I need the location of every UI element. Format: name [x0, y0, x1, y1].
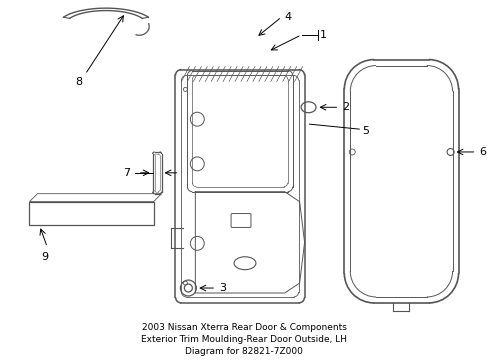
- Text: 7: 7: [122, 168, 130, 178]
- Text: 5: 5: [362, 126, 368, 136]
- Text: 9: 9: [41, 252, 48, 262]
- Text: 6: 6: [478, 147, 486, 157]
- Text: 1: 1: [319, 30, 326, 40]
- Text: 2: 2: [342, 102, 349, 112]
- Text: 8: 8: [76, 77, 82, 87]
- Text: 2003 Nissan Xterra Rear Door & Components
Exterior Trim Moulding-Rear Door Outsi: 2003 Nissan Xterra Rear Door & Component…: [141, 323, 346, 356]
- Text: 4: 4: [284, 12, 291, 22]
- Text: 3: 3: [219, 283, 226, 293]
